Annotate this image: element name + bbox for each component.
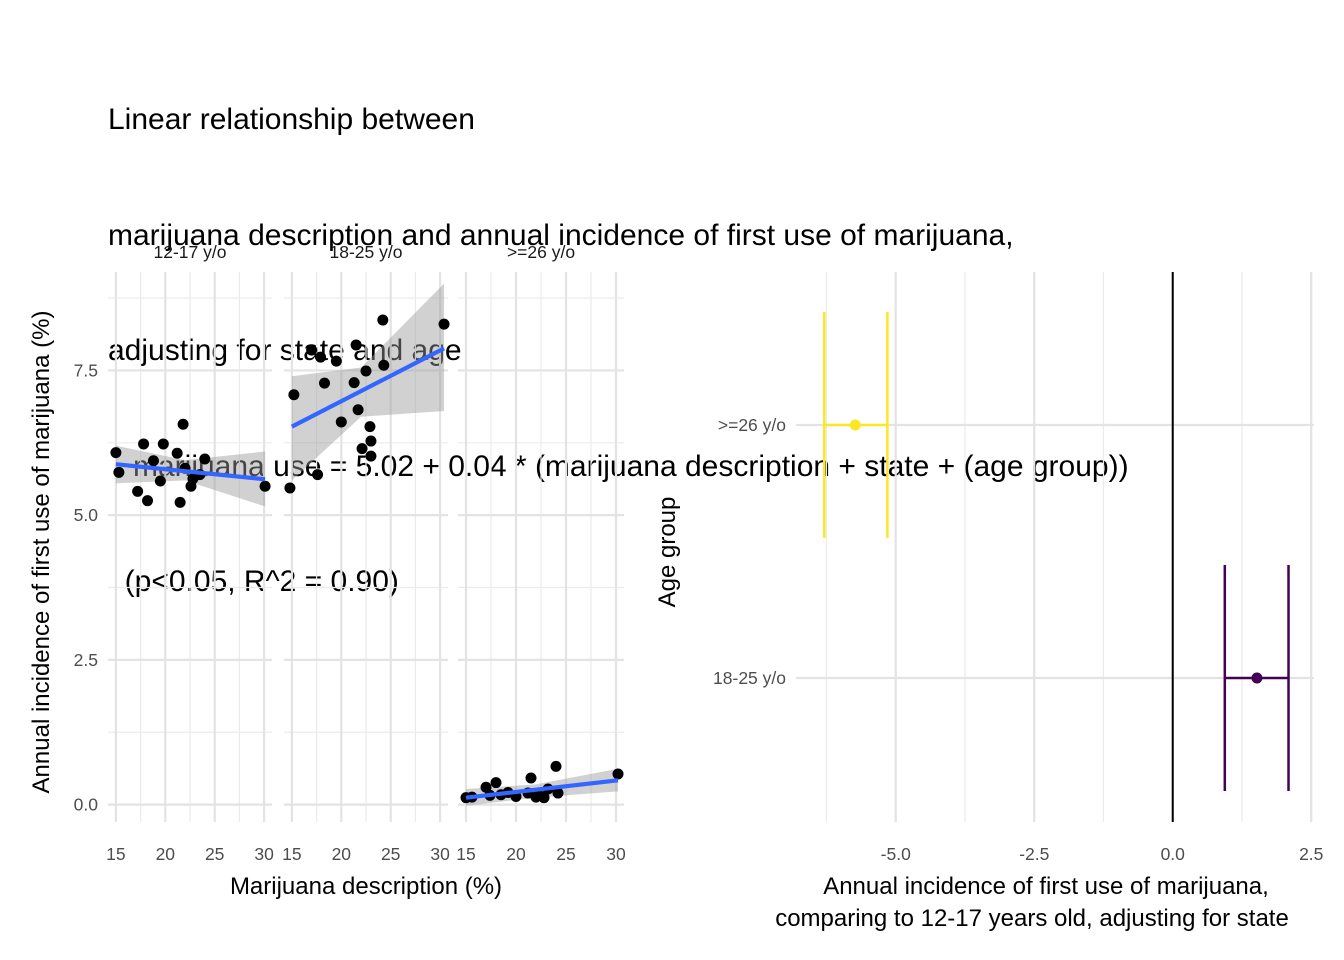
coefficient-plot: >=26 y/o 18-25 y/o -5.0 -2.5 0.0 2.5 Annual in…: [654, 272, 1323, 932]
y-axis-title: Annual incidence of first use of marijua…: [28, 311, 55, 794]
facet-3: >=26 y/o 15 20 25 30: [456, 242, 626, 864]
data-point: [438, 318, 450, 330]
facet-grid: [458, 272, 624, 822]
data-point: [174, 496, 186, 508]
data-point: [284, 482, 296, 494]
data-point: [350, 339, 362, 351]
data-point: [550, 760, 562, 772]
x-tick-label: 25: [556, 844, 575, 864]
y-tick-label: >=26 y/o: [718, 415, 786, 435]
estimate-1: [823, 312, 889, 538]
x-tick-label: 25: [205, 844, 224, 864]
y-tick-label: 0.0: [74, 795, 99, 815]
data-point: [335, 416, 347, 428]
data-point: [356, 443, 368, 455]
title-line-4: marijuana use = 5.02 + 0.04 * (marijuana…: [108, 449, 1129, 483]
data-point: [312, 469, 324, 481]
data-point: [315, 351, 327, 363]
data-point: [110, 447, 122, 459]
x-tick-label: 0.0: [1161, 844, 1186, 864]
data-point: [552, 787, 564, 799]
facet-label: 12-17 y/o: [154, 242, 227, 262]
data-point: [259, 480, 271, 492]
y-tick-label: 18-25 y/o: [713, 668, 786, 688]
data-point: [330, 355, 342, 367]
data-point: [490, 777, 502, 789]
estimate-point: [849, 419, 861, 431]
x-tick-label: 15: [106, 844, 125, 864]
data-point: [319, 377, 331, 389]
x-tick-label: 20: [156, 844, 176, 864]
data-point: [365, 435, 377, 447]
x-tick-label: -5.0: [881, 844, 911, 864]
data-point: [199, 453, 211, 465]
confidence-band: [291, 283, 445, 481]
data-point: [177, 418, 189, 430]
title-line-2: marijuana description and annual inciden…: [108, 218, 1014, 252]
data-point: [154, 475, 166, 487]
data-point: [352, 404, 364, 416]
data-point: [171, 447, 183, 459]
x-tick-label: 25: [381, 844, 400, 864]
x-tick-label: 2.5: [1299, 844, 1323, 864]
x-tick-label: 30: [606, 844, 626, 864]
x-axis-title: Marijuana description (%): [230, 873, 502, 900]
y-tick-label: 2.5: [74, 650, 98, 670]
facet-2: 18-25 y/o 15 20 25 30: [282, 242, 450, 864]
data-point: [525, 772, 537, 784]
x-tick-label: 15: [282, 844, 301, 864]
data-point: [378, 359, 390, 371]
data-point: [364, 421, 376, 433]
fit-line: [115, 462, 266, 482]
fit-line: [290, 346, 446, 429]
data-point: [113, 466, 125, 478]
y-tick-label: 5.0: [74, 505, 99, 525]
data-point: [157, 438, 169, 450]
x-axis-title-line-1: Annual incidence of first use of marijua…: [823, 873, 1269, 900]
facet-grid: [108, 272, 272, 822]
x-tick-label: 30: [430, 844, 450, 864]
facet-grid: [284, 272, 448, 822]
title-line-3: adjusting for state and age: [108, 334, 462, 367]
chart-title: Linear relationship between marijuana de…: [108, 24, 1129, 640]
data-point: [365, 450, 377, 462]
title-line-1: Linear relationship between: [108, 103, 475, 136]
data-point: [360, 365, 372, 377]
data-point: [142, 495, 154, 507]
estimate-point: [1251, 672, 1263, 684]
coef-grid: [796, 272, 1314, 822]
fit-line: [465, 778, 619, 800]
data-point: [377, 314, 389, 326]
x-tick-label: -2.5: [1019, 844, 1049, 864]
x-tick-label: 30: [254, 844, 274, 864]
y-axis-title: Age group: [654, 497, 681, 608]
x-tick-label: 20: [506, 844, 526, 864]
data-point: [288, 389, 300, 401]
facet-1: 12-17 y/o 15 20 25 30: [106, 242, 274, 864]
data-point: [138, 438, 150, 450]
facet-label: >=26 y/o: [507, 242, 575, 262]
y-tick-label: 7.5: [74, 360, 98, 380]
x-axis-title-line-2: comparing to 12-17 years old, adjusting …: [775, 905, 1289, 932]
data-point: [132, 485, 144, 497]
facet-label: 18-25 y/o: [330, 242, 403, 262]
x-tick-label: 20: [332, 844, 352, 864]
data-point: [612, 768, 624, 780]
data-point: [348, 377, 360, 389]
estimate-2: [1223, 565, 1290, 791]
data-point: [306, 344, 318, 356]
data-point: [147, 455, 159, 467]
x-tick-label: 15: [456, 844, 475, 864]
data-point: [538, 792, 550, 804]
